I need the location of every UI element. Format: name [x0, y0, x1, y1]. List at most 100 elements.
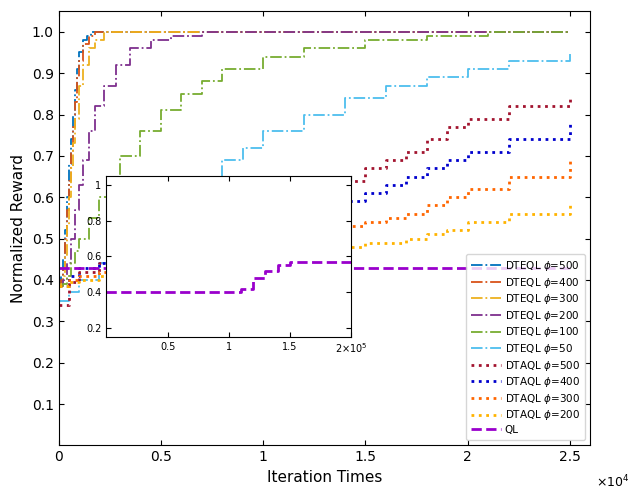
DTEQL $\phi$=100 [75, 236, 83, 242]
DTEQL $\phi$=100 [423, 33, 431, 39]
DTEQL $\phi$=100 [300, 45, 308, 51]
DTEQL $\phi$=100 [71, 248, 79, 254]
DTEQL $\phi$=300 [259, 29, 267, 35]
DTEQL $\phi$=400 [54, 283, 62, 289]
X-axis label: Iteration Times: Iteration Times [267, 470, 382, 485]
DTEQL $\phi$=100 [116, 153, 124, 159]
DTEQL $\phi$=500 [88, 29, 95, 35]
DTEQL $\phi$=300 [108, 29, 116, 35]
DTAQL $\phi$=200 [403, 236, 410, 242]
DTEQL $\phi$=400 [116, 29, 124, 35]
DTEQL $\phi$=400 [57, 277, 65, 283]
DTAQL $\phi$=500 [198, 227, 205, 233]
DTEQL $\phi$=100 [95, 194, 103, 200]
DTAQL $\phi$=500 [218, 223, 226, 229]
DTAQL $\phi$=300 [65, 277, 72, 283]
DTEQL $\phi$=200 [112, 62, 120, 68]
Line: DTAQL $\phi$=300: DTAQL $\phi$=300 [58, 160, 570, 286]
DTAQL $\phi$=300 [444, 194, 451, 200]
DTAQL $\phi$=300 [423, 203, 431, 209]
DTEQL $\phi$=400 [71, 99, 79, 105]
DTAQL $\phi$=400 [505, 136, 513, 142]
DTEQL $\phi$=200 [79, 157, 87, 163]
DTEQL $\phi$=100 [484, 29, 492, 35]
DTEQL $\phi$=200 [71, 207, 79, 213]
QL [566, 264, 574, 270]
DTEQL $\phi$=300 [157, 29, 164, 35]
DTAQL $\phi$=300 [362, 219, 369, 225]
DTAQL $\phi$=500 [300, 194, 308, 200]
DTEQL $\phi$=500 [95, 29, 103, 35]
DTEQL $\phi$=50 [423, 74, 431, 80]
DTAQL $\phi$=200 [300, 248, 308, 254]
DTAQL $\phi$=500 [136, 244, 144, 250]
DTAQL $\phi$=500 [341, 178, 349, 184]
DTAQL $\phi$=400 [198, 240, 205, 246]
DTEQL $\phi$=50 [566, 49, 574, 55]
DTEQL $\phi$=50 [136, 227, 144, 233]
DTAQL $\phi$=300 [157, 256, 164, 262]
DTAQL $\phi$=400 [444, 157, 451, 163]
DTEQL $\phi$=400 [259, 29, 267, 35]
DTEQL $\phi$=100 [106, 173, 113, 179]
Y-axis label: Normalized Reward: Normalized Reward [11, 154, 26, 303]
DTEQL $\phi$=500 [69, 112, 77, 118]
DTEQL $\phi$=400 [92, 29, 99, 35]
DTEQL $\phi$=200 [92, 103, 99, 109]
DTAQL $\phi$=400 [65, 273, 72, 279]
DTAQL $\phi$=200 [566, 203, 574, 209]
DTEQL $\phi$=500 [59, 256, 67, 262]
QL [54, 264, 62, 270]
DTEQL $\phi$=100 [157, 108, 164, 114]
DTEQL $\phi$=200 [167, 33, 175, 39]
DTAQL $\phi$=300 [218, 248, 226, 254]
DTAQL $\phi$=300 [341, 223, 349, 229]
DTEQL $\phi$=300 [63, 223, 70, 229]
DTAQL $\phi$=500 [259, 211, 267, 217]
Line: DTEQL $\phi$=100: DTEQL $\phi$=100 [58, 32, 570, 286]
QL [157, 264, 164, 270]
DTEQL $\phi$=500 [79, 37, 87, 43]
DTAQL $\phi$=300 [259, 240, 267, 246]
DTAQL $\phi$=300 [505, 173, 513, 179]
DTAQL $\phi$=200 [218, 260, 226, 266]
DTEQL $\phi$=200 [100, 83, 108, 89]
DTAQL $\phi$=500 [54, 302, 62, 308]
DTEQL $\phi$=400 [69, 124, 77, 130]
DTEQL $\phi$=200 [464, 29, 472, 35]
DTAQL $\phi$=500 [403, 149, 410, 155]
DTAQL $\phi$=300 [280, 236, 287, 242]
DTEQL $\phi$=100 [67, 260, 75, 266]
DTAQL $\phi$=200 [321, 248, 328, 254]
DTAQL $\phi$=400 [362, 190, 369, 196]
DTEQL $\phi$=500 [57, 273, 65, 279]
DTEQL $\phi$=50 [116, 244, 124, 250]
Line: DTEQL $\phi$=50: DTEQL $\phi$=50 [58, 52, 570, 301]
Line: DTEQL $\phi$=200: DTEQL $\phi$=200 [58, 32, 570, 286]
DTEQL $\phi$=100 [59, 281, 67, 287]
DTEQL $\phi$=50 [157, 207, 164, 213]
DTEQL $\phi$=400 [75, 58, 83, 64]
DTEQL $\phi$=500 [61, 227, 68, 233]
DTAQL $\phi$=400 [423, 165, 431, 171]
DTAQL $\phi$=200 [341, 244, 349, 250]
DTEQL $\phi$=300 [362, 29, 369, 35]
DTAQL $\phi$=500 [95, 260, 103, 266]
DTAQL $\phi$=500 [177, 236, 185, 242]
DTEQL $\phi$=200 [59, 277, 67, 283]
DTAQL $\phi$=200 [157, 264, 164, 270]
DTEQL $\phi$=400 [218, 29, 226, 35]
DTEQL $\phi$=50 [259, 128, 267, 134]
DTEQL $\phi$=100 [54, 283, 62, 289]
QL [259, 264, 267, 270]
DTAQL $\phi$=500 [382, 157, 390, 163]
DTEQL $\phi$=300 [100, 29, 108, 35]
DTEQL $\phi$=500 [92, 29, 99, 35]
Line: DTAQL $\phi$=200: DTAQL $\phi$=200 [58, 206, 570, 286]
DTEQL $\phi$=50 [54, 298, 62, 304]
DTEQL $\phi$=300 [59, 273, 67, 279]
DTEQL $\phi$=500 [464, 29, 472, 35]
DTEQL $\phi$=400 [59, 264, 67, 270]
DTEQL $\phi$=500 [75, 49, 83, 55]
DTAQL $\phi$=200 [136, 269, 144, 275]
